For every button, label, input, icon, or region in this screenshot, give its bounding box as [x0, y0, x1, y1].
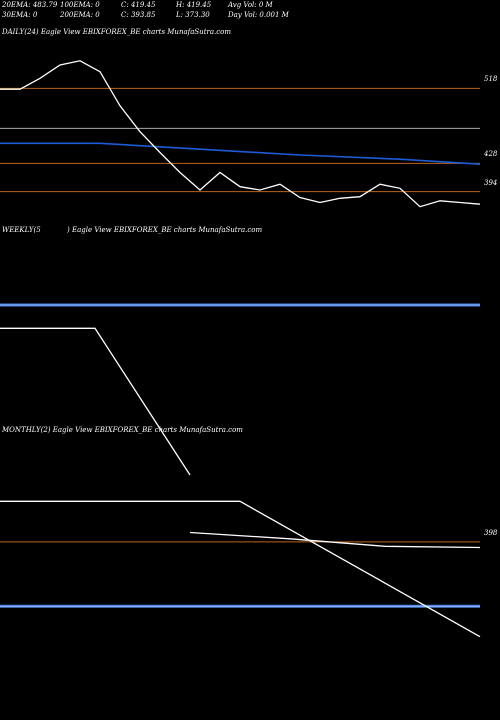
daily-hline-label-0: 518 [484, 75, 498, 84]
weekly-panel-label-right: ) Eagle View EBIXFOREX_BE charts MunafaS… [67, 226, 263, 234]
stat-open: C: 419.45 [121, 1, 156, 9]
weekly-panel-label-left: WEEKLY(5 [2, 226, 41, 234]
daily-hline-label-3: 394 [484, 178, 498, 187]
stat-100ema: 100EMA: 0 [60, 1, 100, 9]
stat-close: C: 393.85 [121, 11, 156, 19]
stat-avg-vol: Avg Vol: 0 M [228, 1, 273, 9]
daily-price-line [0, 60, 481, 208]
stat-high: H: 419.45 [176, 1, 212, 9]
stat-200ema: 200EMA: 0 [60, 11, 100, 19]
weekly-price-line [0, 327, 191, 476]
daily-panel-label: DAILY(24) Eagle View EBIXFOREX_BE charts… [2, 28, 232, 36]
monthly-hline-label-0: 398 [484, 528, 498, 537]
stat-low: L: 373.30 [176, 11, 210, 19]
daily-ema-line [0, 142, 481, 165]
monthly-lower-price-line [0, 500, 481, 638]
stat-20ema: 20EMA: 483.79 [2, 1, 58, 9]
monthly-panel-label: MONTHLY(2) Eagle View EBIXFOREX_BE chart… [2, 426, 243, 434]
stat-30ema: 30EMA: 0 [2, 11, 38, 19]
daily-hline-label-2: 428 [484, 150, 498, 159]
stat-day-vol: Day Vol: 0.001 M [228, 11, 289, 19]
monthly-price-line [189, 531, 481, 549]
